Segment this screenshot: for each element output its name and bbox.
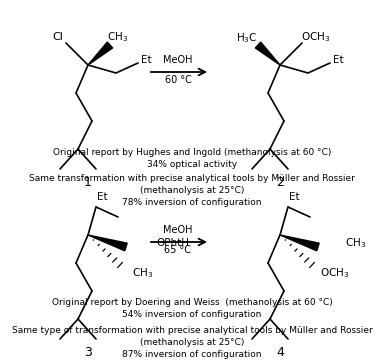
Text: Et: Et — [97, 192, 107, 202]
Polygon shape — [255, 42, 280, 65]
Text: 1: 1 — [84, 177, 92, 190]
Text: OPhtH: OPhtH — [156, 238, 189, 248]
Text: Et: Et — [333, 55, 343, 65]
Text: Et: Et — [289, 192, 299, 202]
Text: H$_3$C: H$_3$C — [236, 31, 258, 45]
Text: 65 °C: 65 °C — [164, 245, 191, 255]
Text: CH$_3$: CH$_3$ — [132, 266, 154, 280]
Text: Cl: Cl — [53, 32, 64, 42]
Text: 4: 4 — [276, 347, 284, 360]
Text: Et: Et — [141, 55, 151, 65]
Text: CH$_3$: CH$_3$ — [107, 30, 129, 44]
Text: Same type of transformation with precise analytical tools by Müller and Rossier
: Same type of transformation with precise… — [12, 326, 372, 359]
Text: MeOH: MeOH — [163, 225, 193, 235]
Text: Original report by Doering and Weiss  (methanolysis at 60 °C)
54% inversion of c: Original report by Doering and Weiss (me… — [52, 298, 332, 319]
Polygon shape — [88, 42, 113, 65]
Polygon shape — [280, 235, 319, 251]
Text: 3: 3 — [84, 347, 92, 360]
Text: Original report by Hughes and Ingold (methanolysis at 60 °C)
34% optical activit: Original report by Hughes and Ingold (me… — [53, 148, 331, 169]
Text: CH$_3$: CH$_3$ — [345, 236, 366, 250]
Polygon shape — [88, 235, 127, 251]
Text: OCH$_3$: OCH$_3$ — [301, 30, 331, 44]
Text: Same transformation with precise analytical tools by Müller and Rossier
(methano: Same transformation with precise analyti… — [29, 174, 355, 207]
Text: MeOH: MeOH — [163, 55, 193, 65]
Text: 2: 2 — [276, 177, 284, 190]
Text: OCH$_3$: OCH$_3$ — [320, 266, 350, 280]
Text: 60 °C: 60 °C — [164, 75, 191, 85]
